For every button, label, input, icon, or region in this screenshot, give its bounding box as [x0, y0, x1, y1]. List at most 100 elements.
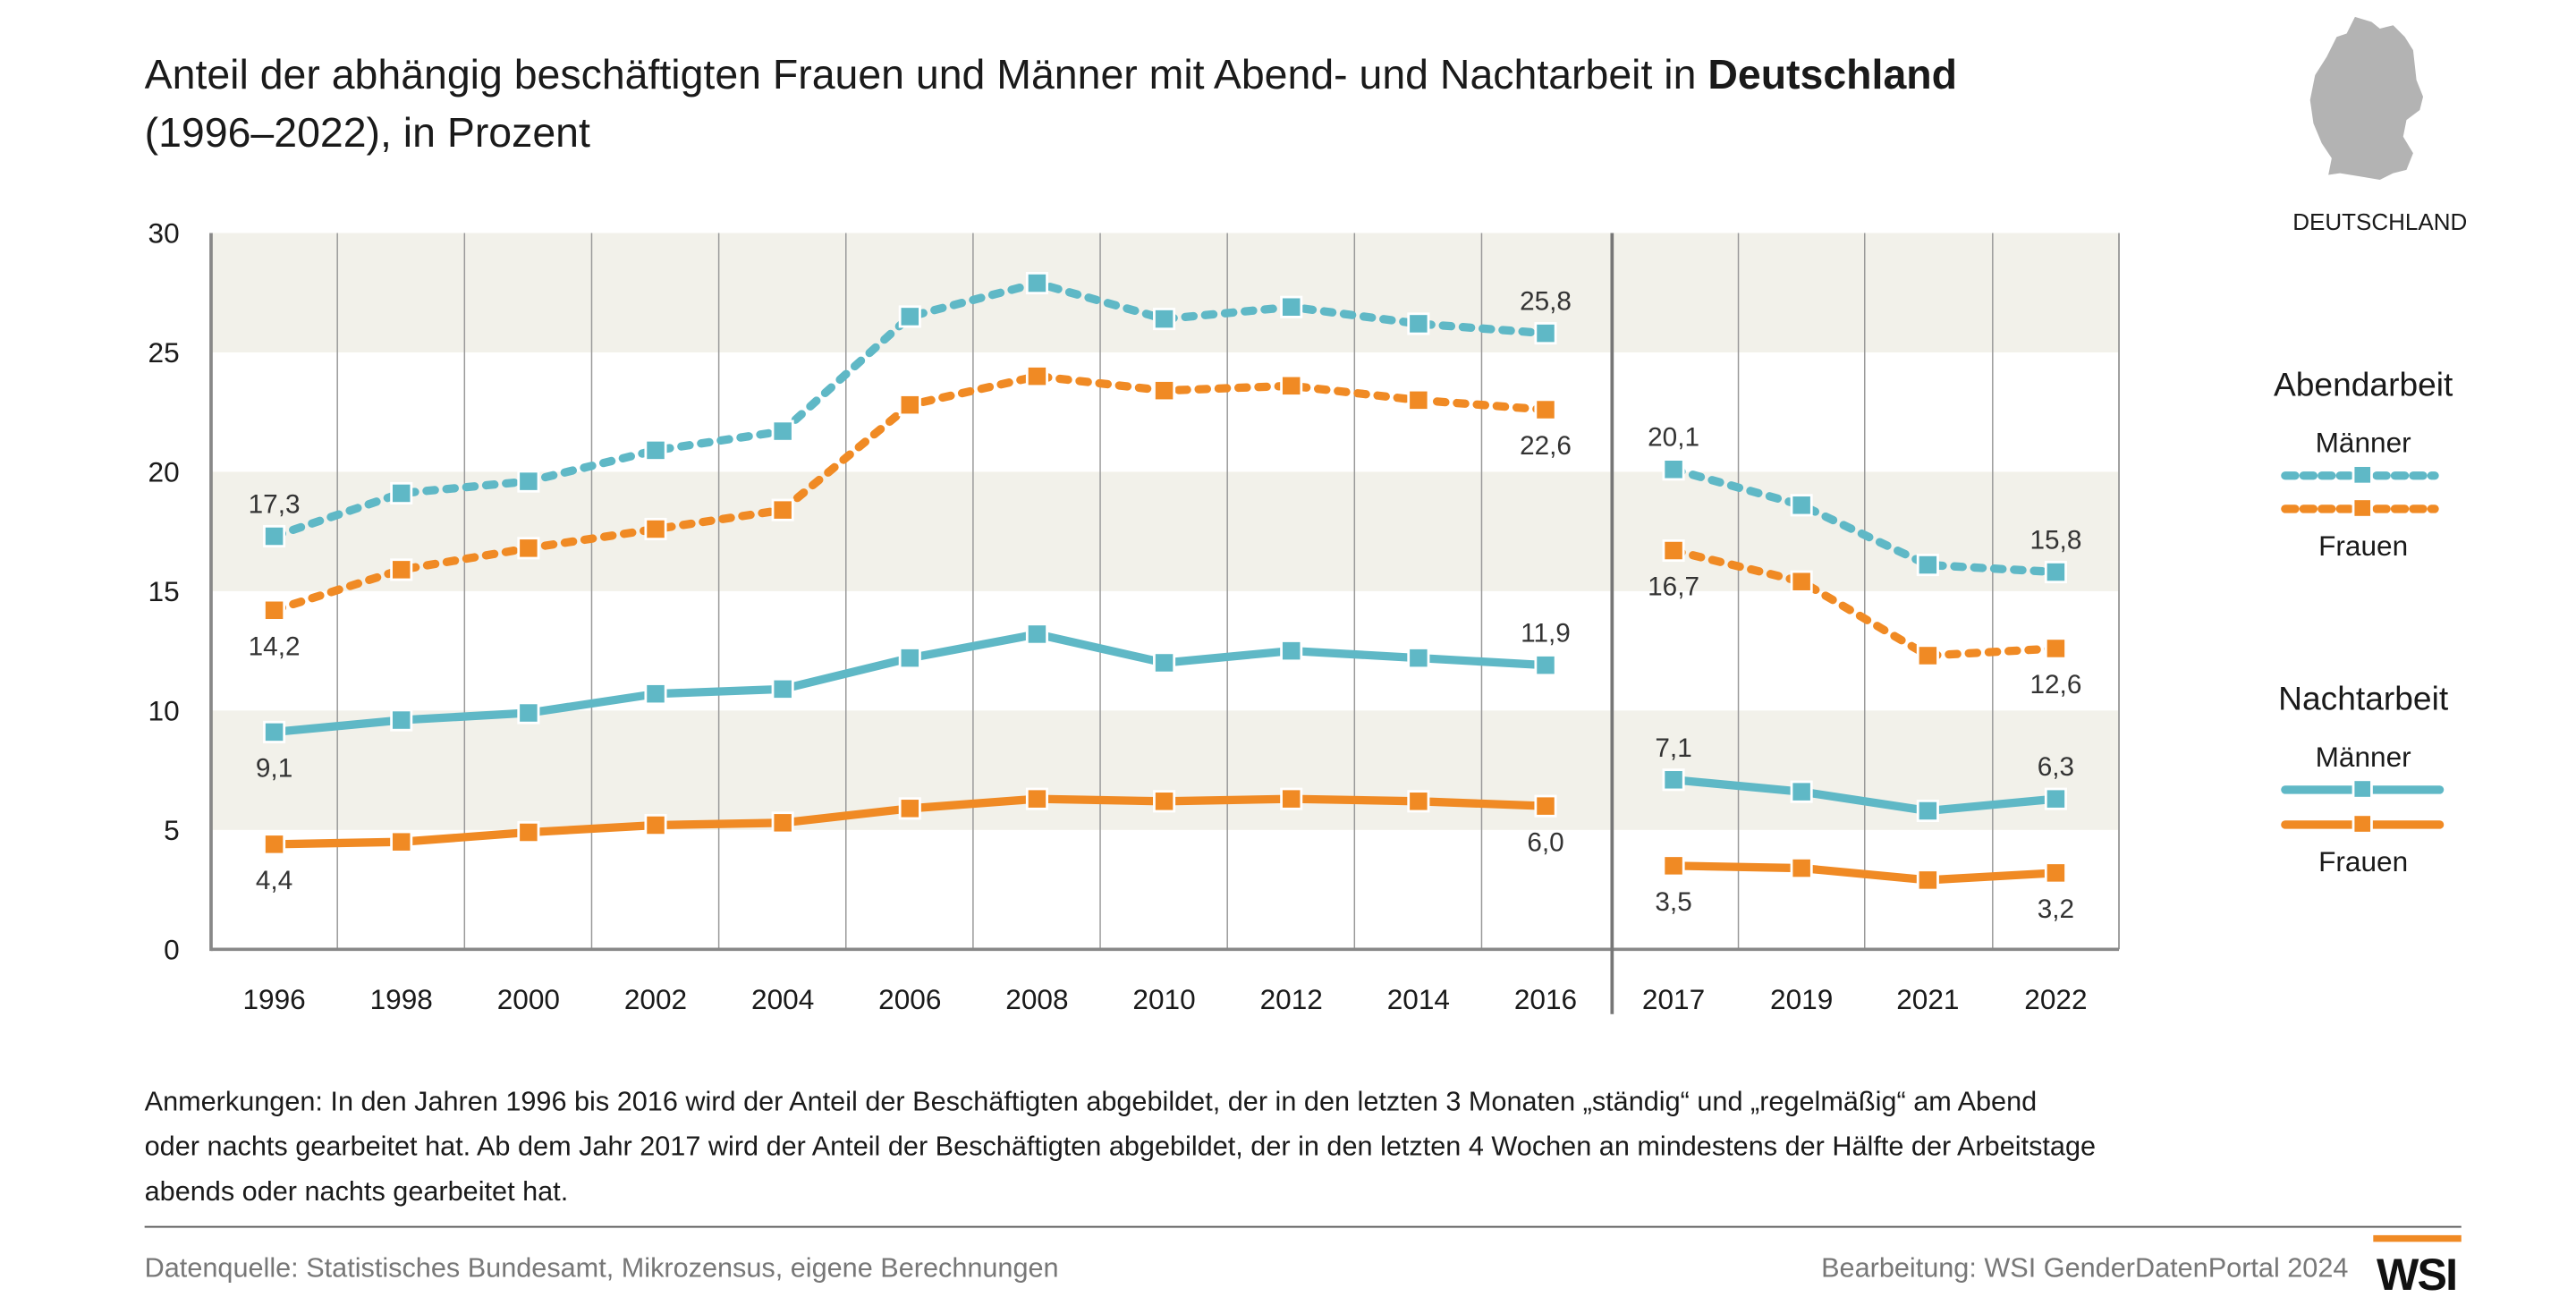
footer-source: Datenquelle: Statistisches Bundesamt, Mi… — [145, 1252, 1059, 1283]
legend-nacht-title: Nachtarbeit — [2278, 680, 2449, 717]
data-point-marker — [644, 682, 667, 706]
data-point-marker — [1662, 538, 1685, 563]
footer-credit: Bearbeitung: WSI GenderDatenPortal 2024 — [1821, 1252, 2348, 1283]
series-line-abendarbeit-men — [269, 278, 1550, 541]
data-point-marker — [1916, 799, 1939, 823]
data-label: 22,6 — [1520, 431, 1572, 461]
x-tick-label: 2000 — [497, 983, 560, 1015]
data-label: 20,1 — [1648, 423, 1699, 453]
legend-abend-women-marker — [2351, 497, 2373, 519]
x-tick-label: 1996 — [242, 983, 305, 1015]
data-point-marker — [1280, 295, 1303, 318]
data-label: 6,0 — [1527, 827, 1563, 857]
data-label: 17,3 — [249, 489, 301, 519]
data-point-marker — [898, 305, 921, 328]
data-point-marker — [1407, 388, 1430, 411]
x-tick-label: 2014 — [1387, 983, 1450, 1015]
data-point-marker — [2044, 637, 2067, 660]
chart-title-line1: Anteil der abhängig beschäftigten Frauen… — [145, 51, 1957, 97]
x-tick-label: 2012 — [1260, 983, 1323, 1015]
x-tick-label: 2006 — [878, 983, 941, 1015]
x-tick-label: 1998 — [370, 983, 433, 1015]
wsi-logo-text: WSI — [2377, 1250, 2456, 1297]
series-line-nachtarbeit-men — [1669, 776, 2061, 816]
data-point-marker — [1662, 854, 1685, 877]
data-point-marker — [517, 537, 540, 560]
series-line-abendarbeit-men — [1669, 465, 2061, 577]
data-point-marker — [1025, 623, 1048, 646]
chart-title-line2: (1996–2022), in Prozent — [145, 109, 590, 156]
legend-nacht-men-marker — [2351, 778, 2373, 800]
data-label: 15,8 — [2030, 526, 2082, 555]
data-point-marker — [1662, 768, 1685, 792]
data-point-marker — [390, 830, 413, 853]
data-label: 3,2 — [2038, 894, 2074, 924]
y-tick-label: 5 — [164, 814, 180, 846]
data-point-marker — [1407, 790, 1430, 813]
data-point-marker — [263, 833, 286, 856]
data-point-marker — [644, 517, 667, 541]
data-label: 4,4 — [256, 866, 292, 895]
legend-abend-title: Abendarbeit — [2274, 366, 2453, 403]
data-label: 7,1 — [1655, 733, 1691, 763]
data-point-marker — [1534, 398, 1557, 421]
data-point-marker — [1407, 647, 1430, 670]
x-tick-label: 2002 — [624, 983, 687, 1015]
data-point-marker — [1534, 322, 1557, 345]
data-point-marker — [1662, 458, 1685, 481]
series-line-abendarbeit-women — [1669, 546, 2061, 660]
legend-abend-men-marker — [2351, 464, 2373, 486]
data-point-marker — [1153, 379, 1176, 403]
legend-nacht-men: Männer — [2316, 741, 2411, 773]
data-point-marker — [644, 813, 667, 837]
data-point-marker — [1280, 640, 1303, 663]
data-point-marker — [898, 647, 921, 670]
data-point-marker — [1153, 308, 1176, 331]
data-point-marker — [2044, 560, 2067, 584]
note-line-2: oder nachts gearbeitet hat. Ab dem Jahr … — [145, 1132, 2096, 1162]
legend: Abendarbeit Männer Frauen Nachtarbeit Mä… — [2274, 366, 2453, 877]
data-point-marker — [1534, 794, 1557, 818]
data-point-marker — [1916, 644, 1939, 667]
legend-abend-women: Frauen — [2318, 530, 2408, 562]
data-point-marker — [263, 720, 286, 743]
data-point-marker — [1916, 869, 1939, 892]
data-point-marker — [1025, 365, 1048, 388]
data-point-marker — [1153, 651, 1176, 674]
data-point-marker — [517, 820, 540, 844]
data-label: 14,2 — [249, 632, 301, 661]
data-point-marker — [1790, 570, 1813, 593]
data-point-marker — [1153, 790, 1176, 813]
note-line-3: abends oder nachts gearbeitet hat. — [145, 1176, 569, 1207]
plot-area: 0 5 10 15 20 25 30 1996 1998 2000 2002 2004 2006 2008… — [148, 217, 2120, 1015]
data-point-marker — [1916, 553, 1939, 577]
legend-abend-men: Männer — [2316, 427, 2411, 459]
data-point-marker — [2044, 861, 2067, 885]
y-tick-label: 0 — [164, 933, 180, 965]
data-point-marker — [1025, 787, 1048, 810]
x-tick-label: 2022 — [2024, 983, 2087, 1015]
data-point-marker — [644, 438, 667, 462]
data-point-marker — [390, 558, 413, 581]
data-point-marker — [1280, 374, 1303, 397]
data-point-marker — [390, 481, 413, 504]
data-point-marker — [263, 524, 286, 548]
y-tick-label: 15 — [148, 575, 180, 607]
legend-nacht-women-marker — [2351, 813, 2373, 835]
data-point-marker — [771, 420, 794, 443]
x-tick-label: 2019 — [1770, 983, 1833, 1015]
legend-nacht-women: Frauen — [2318, 845, 2408, 877]
data-label: 3,5 — [1655, 887, 1691, 917]
x-tick-label: 2008 — [1005, 983, 1068, 1015]
data-point-marker — [1790, 857, 1813, 880]
x-tick-label: 2017 — [1642, 983, 1705, 1015]
grid-band — [210, 471, 2120, 591]
germany-map-icon — [2309, 16, 2424, 181]
data-point-marker — [263, 598, 286, 622]
data-label: 25,8 — [1520, 287, 1572, 317]
data-point-marker — [771, 498, 794, 521]
x-tick-label: 2016 — [1514, 983, 1577, 1015]
x-tick-label: 2010 — [1132, 983, 1195, 1015]
data-point-marker — [771, 811, 794, 835]
